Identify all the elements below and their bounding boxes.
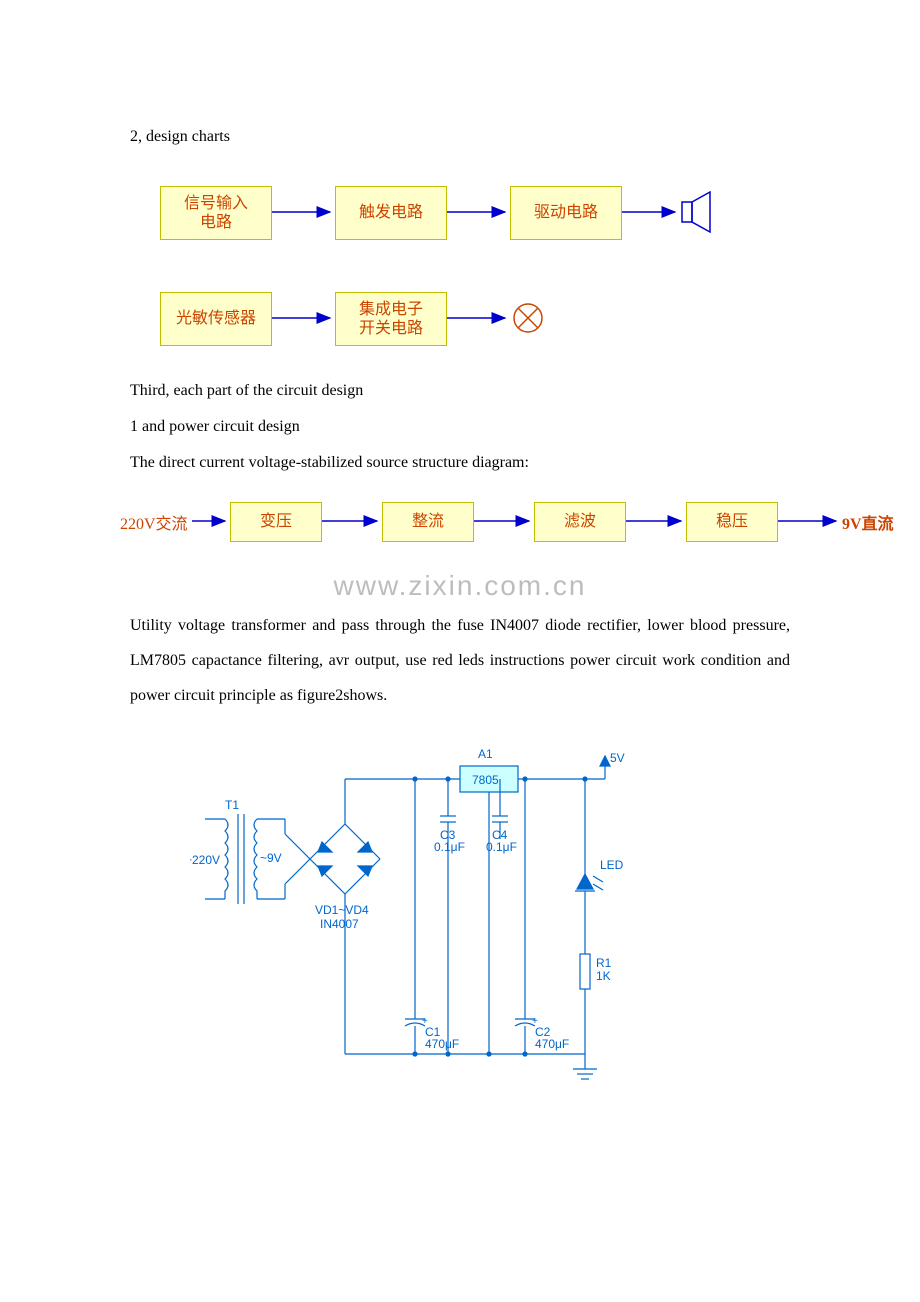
power-structure-diagram: 220V交流 变压 整流 滤波 稳压 9V直流 [120,490,910,560]
label-220v: ~220V [190,853,220,867]
label-c2v: 470μF [535,1037,569,1051]
label-9v: ~9V [260,851,282,865]
label-c3v: 0.1μF [434,840,465,854]
label-c1v: 470μF [425,1037,459,1051]
subheading-third: Third, each part of the circuit design [130,382,790,400]
diagram2-connectors [120,490,910,560]
label-r1v: 1K [596,969,611,983]
label-t1: T1 [225,798,239,812]
subheading-power-design: 1 and power circuit design [130,418,790,436]
subheading-structure-diagram: The direct current voltage-stabilized so… [130,454,790,472]
label-led: LED [600,858,624,872]
diagram1-connectors [130,164,742,364]
section-heading: 2, design charts [130,128,790,146]
circuit-svg: T1 ~220V ~9V [190,724,690,1094]
label-5v: 5V [610,751,625,765]
design-chart-diagram: 信号输入电路 触发电路 驱动电路 光敏传感器 集成电子开关电路 [130,164,742,364]
power-circuit-schematic: T1 ~220V ~9V [190,724,690,1094]
label-r1: R1 [596,956,612,970]
watermark: www.zixin.com.cn [130,570,790,602]
label-7805: 7805 [472,773,499,787]
paragraph-power-description: Utility voltage transformer and pass thr… [130,608,790,714]
label-c4v: 0.1μF [486,840,517,854]
label-diodes2: IN4007 [320,917,359,931]
label-a1: A1 [478,747,493,761]
label-diodes: VD1~VD4 [315,903,369,917]
